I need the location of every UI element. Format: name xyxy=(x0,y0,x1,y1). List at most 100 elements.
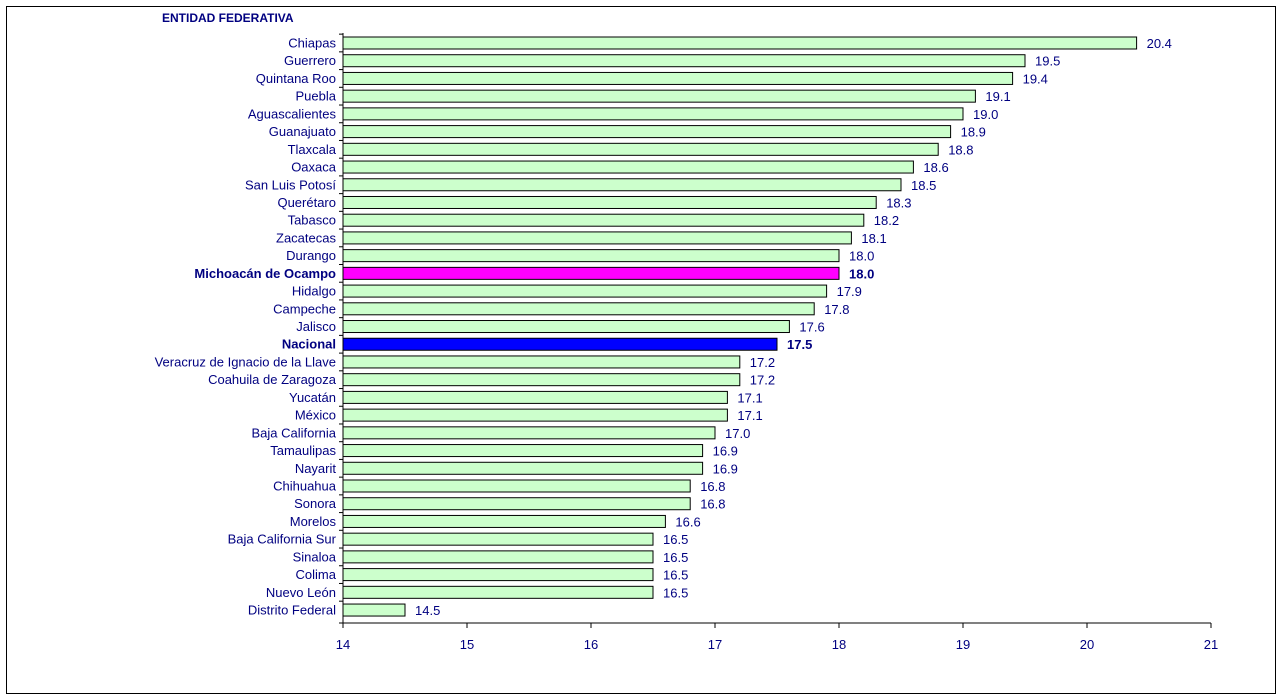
category-label-veracruz-de-ignacio-de-la-llave: Veracruz de Ignacio de la Llave xyxy=(155,354,336,369)
value-label-nayarit: 16.9 xyxy=(713,461,738,476)
bar-jalisco xyxy=(343,321,789,333)
bar-zacatecas xyxy=(343,232,851,244)
value-label-chiapas: 20.4 xyxy=(1147,36,1172,51)
bar-colima xyxy=(343,569,653,581)
x-tick-labels: 14 15 16 17 18 19 20 21 xyxy=(336,637,1218,652)
x-tick-label-19: 19 xyxy=(956,637,970,652)
value-label-michoacan-de-ocampo: 18.0 xyxy=(849,266,874,281)
bar-tabasco xyxy=(343,214,864,226)
x-tick-label-21: 21 xyxy=(1204,637,1218,652)
category-label-san-luis-potosi: San Luis Potosí xyxy=(245,177,336,192)
value-label-nacional: 17.5 xyxy=(787,337,812,352)
value-label-morelos: 16.6 xyxy=(675,514,700,529)
category-label-quintana-roo: Quintana Roo xyxy=(256,71,336,86)
bar-chihuahua xyxy=(343,480,690,492)
bar-veracruz-de-ignacio-de-la-llave xyxy=(343,356,740,368)
category-label-colima: Colima xyxy=(296,567,337,582)
value-label-coahuila-de-zaragoza: 17.2 xyxy=(750,373,775,388)
category-header: ENTIDAD FEDERATIVA xyxy=(162,11,294,25)
category-label-tabasco: Tabasco xyxy=(288,213,336,228)
category-label-jalisco: Jalisco xyxy=(296,319,336,334)
category-label-michoacan-de-ocampo: Michoacán de Ocampo xyxy=(194,266,336,281)
bar-guerrero xyxy=(343,55,1025,67)
category-label-yucatan: Yucatán xyxy=(289,390,336,405)
category-label-puebla: Puebla xyxy=(296,89,337,104)
bar-coahuila-de-zaragoza xyxy=(343,374,740,386)
bar-chart: ENTIDAD FEDERATIVA Chiapas Guerrero Quinta… xyxy=(7,7,1277,695)
bar-aguascalientes xyxy=(343,108,963,120)
value-label-zacatecas: 18.1 xyxy=(861,231,886,246)
bar-quintana-roo xyxy=(343,72,1013,84)
bar-tlaxcala xyxy=(343,143,938,155)
category-label-baja-california: Baja California xyxy=(251,425,336,440)
category-label-campeche: Campeche xyxy=(273,301,336,316)
category-label-chiapas: Chiapas xyxy=(288,36,336,51)
bar-tamaulipas xyxy=(343,445,703,457)
value-label-yucatan: 17.1 xyxy=(737,390,762,405)
x-tick-label-20: 20 xyxy=(1080,637,1094,652)
value-label-oaxaca: 18.6 xyxy=(923,160,948,175)
bars-group xyxy=(343,37,1137,616)
value-label-sonora: 16.8 xyxy=(700,497,725,512)
category-label-tamaulipas: Tamaulipas xyxy=(270,443,336,458)
category-label-oaxaca: Oaxaca xyxy=(291,160,337,175)
category-label-queretaro: Querétaro xyxy=(277,195,336,210)
value-label-baja-california: 17.0 xyxy=(725,426,750,441)
bar-durango xyxy=(343,250,839,262)
bar-nacional xyxy=(343,338,777,350)
bar-sonora xyxy=(343,498,690,510)
bar-sinaloa xyxy=(343,551,653,563)
bar-michoacan-de-ocampo xyxy=(343,267,839,279)
category-label-aguascalientes: Aguascalientes xyxy=(248,106,337,121)
value-label-quintana-roo: 19.4 xyxy=(1023,71,1048,86)
value-label-chihuahua: 16.8 xyxy=(700,479,725,494)
value-label-colima: 16.5 xyxy=(663,568,688,583)
value-label-aguascalientes: 19.0 xyxy=(973,107,998,122)
value-label-jalisco: 17.6 xyxy=(799,320,824,335)
bar-baja-california xyxy=(343,427,715,439)
chart-frame: ENTIDAD FEDERATIVA Chiapas Guerrero Quinta… xyxy=(6,6,1276,694)
bar-oaxaca xyxy=(343,161,913,173)
category-label-nacional: Nacional xyxy=(282,337,336,352)
category-label-nayarit: Nayarit xyxy=(295,461,337,476)
category-label-distrito-federal: Distrito Federal xyxy=(248,603,336,618)
bar-nayarit xyxy=(343,462,703,474)
value-label-tabasco: 18.2 xyxy=(874,213,899,228)
x-tick-label-14: 14 xyxy=(336,637,350,652)
bar-baja-california-sur xyxy=(343,533,653,545)
category-label-sonora: Sonora xyxy=(294,496,337,511)
value-label-hidalgo: 17.9 xyxy=(837,284,862,299)
category-label-durango: Durango xyxy=(286,248,336,263)
x-tick-label-17: 17 xyxy=(708,637,722,652)
category-label-mexico: México xyxy=(295,408,336,423)
value-label-sinaloa: 16.5 xyxy=(663,550,688,565)
value-label-guanajuato: 18.9 xyxy=(961,125,986,140)
bar-queretaro xyxy=(343,196,876,208)
x-tick-label-18: 18 xyxy=(832,637,846,652)
value-label-tamaulipas: 16.9 xyxy=(713,444,738,459)
category-label-nuevo-leon: Nuevo León xyxy=(266,585,336,600)
category-label-hidalgo: Hidalgo xyxy=(292,284,336,299)
bar-morelos xyxy=(343,515,665,527)
value-label-durango: 18.0 xyxy=(849,249,874,264)
value-label-san-luis-potosi: 18.5 xyxy=(911,178,936,193)
value-label-campeche: 17.8 xyxy=(824,302,849,317)
category-label-coahuila-de-zaragoza: Coahuila de Zaragoza xyxy=(208,372,337,387)
bar-nuevo-leon xyxy=(343,586,653,598)
category-label-baja-california-sur: Baja California Sur xyxy=(228,532,337,547)
value-label-mexico: 17.1 xyxy=(737,408,762,423)
value-label-tlaxcala: 18.8 xyxy=(948,142,973,157)
x-tick-label-15: 15 xyxy=(460,637,474,652)
bar-hidalgo xyxy=(343,285,827,297)
bar-yucatan xyxy=(343,391,727,403)
value-label-guerrero: 19.5 xyxy=(1035,54,1060,69)
bar-distrito-federal xyxy=(343,604,405,616)
category-label-guerrero: Guerrero xyxy=(284,53,336,68)
category-labels: Chiapas Guerrero Quintana Roo Puebla Aguasca… xyxy=(155,36,337,618)
value-label-puebla: 19.1 xyxy=(985,89,1010,104)
bar-puebla xyxy=(343,90,975,102)
value-label-queretaro: 18.3 xyxy=(886,195,911,210)
category-label-guanajuato: Guanajuato xyxy=(269,124,336,139)
bar-san-luis-potosi xyxy=(343,179,901,191)
bar-campeche xyxy=(343,303,814,315)
